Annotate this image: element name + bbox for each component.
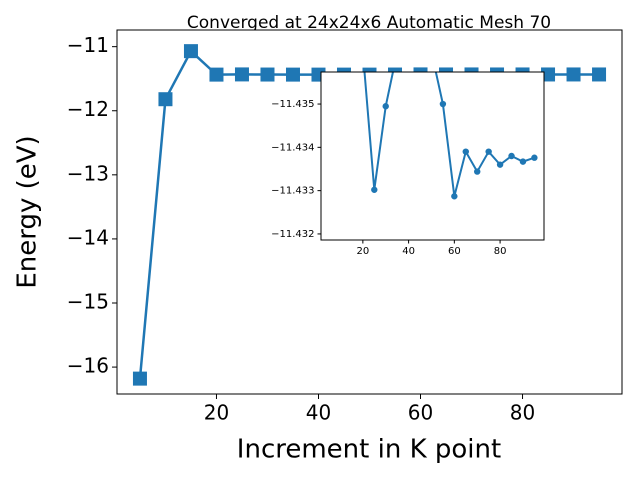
x-tick-label: 60 xyxy=(448,246,461,257)
x-tick-label: 20 xyxy=(204,401,229,425)
y-tick-label: −11.433 xyxy=(271,186,314,197)
marker xyxy=(462,148,469,155)
y-tick-label: −11 xyxy=(67,33,109,57)
marker xyxy=(439,100,447,108)
series-line xyxy=(363,72,535,197)
chart-title: Converged at 24x24x6 Automatic Mesh 70 xyxy=(187,13,551,33)
data-layer xyxy=(363,72,538,200)
marker xyxy=(474,168,481,175)
marker xyxy=(260,67,275,82)
x-axis-label: Increment in K point xyxy=(237,435,501,465)
marker xyxy=(132,371,147,386)
marker xyxy=(496,161,504,168)
plot-area: 20 40 60 80 −11.432 −11.433 −11.434 −11.435 xyxy=(271,71,545,257)
marker xyxy=(508,152,515,160)
axes-frame xyxy=(320,71,545,241)
axes-frame xyxy=(116,29,623,395)
y-tick-label: −14 xyxy=(67,225,109,249)
marker xyxy=(158,92,173,107)
marker xyxy=(285,67,300,82)
x-tick-label: 40 xyxy=(402,246,415,257)
marker xyxy=(382,103,389,110)
y-tick-label: −16 xyxy=(67,354,109,378)
marker xyxy=(541,67,556,82)
x-tick-label: 80 xyxy=(494,246,507,257)
x-tick-label: 40 xyxy=(306,401,331,425)
y-tick-label: −12 xyxy=(67,97,109,121)
marker xyxy=(209,67,224,82)
y-tick-label: −11.432 xyxy=(271,229,314,240)
marker xyxy=(592,67,607,82)
y-tick-label: −15 xyxy=(67,290,109,314)
y-tick-label: −13 xyxy=(67,161,109,185)
y-tick-label: −11.435 xyxy=(271,99,314,110)
x-tick-label: 80 xyxy=(510,401,535,425)
x-tick-label: 60 xyxy=(408,401,433,425)
plot-background xyxy=(321,72,544,240)
x-tick-label: 20 xyxy=(356,246,369,257)
marker xyxy=(371,186,378,193)
marker xyxy=(566,67,581,82)
marker xyxy=(234,67,249,82)
marker xyxy=(183,44,198,59)
marker xyxy=(451,193,458,200)
marker xyxy=(531,154,538,161)
y-axis-label: Energy (eV) xyxy=(13,135,43,288)
y-tick-label: −11.434 xyxy=(271,142,314,153)
marker xyxy=(519,158,527,165)
marker xyxy=(485,148,492,155)
